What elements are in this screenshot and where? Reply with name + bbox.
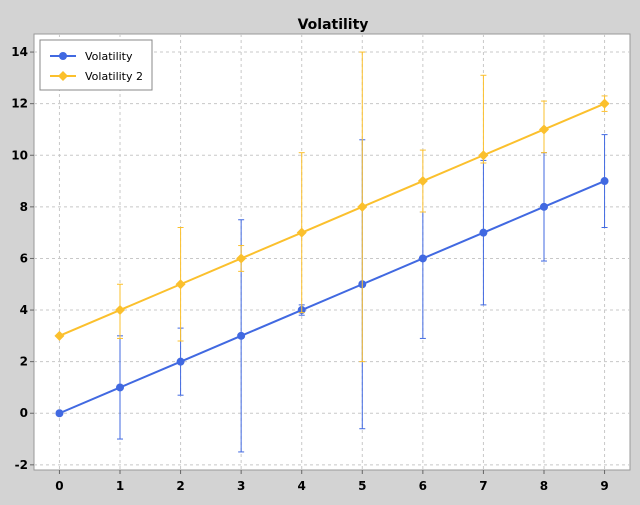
series-volatility-2 <box>54 51 610 363</box>
x-tick-label: 9 <box>600 479 608 493</box>
data-point <box>599 98 610 109</box>
data-point <box>175 279 186 290</box>
series-volatility <box>55 134 609 453</box>
x-tick-label: 6 <box>419 479 427 493</box>
y-tick-label: 0 <box>20 406 28 420</box>
x-tick-label: 5 <box>358 479 366 493</box>
data-point <box>115 305 126 316</box>
x-axis-ticks: 0 1 2 3 4 5 6 7 8 9 <box>55 470 609 493</box>
data-point <box>600 177 609 186</box>
x-tick-label: 3 <box>237 479 245 493</box>
data-point <box>237 331 246 340</box>
series-line-volatility <box>59 180 605 415</box>
x-tick-label: 2 <box>176 479 184 493</box>
y-tick-label: 12 <box>11 97 28 111</box>
data-point <box>418 254 427 263</box>
x-tick-label: 7 <box>479 479 487 493</box>
y-tick-label: 10 <box>11 148 28 162</box>
series-line-volatility-2 <box>59 102 605 337</box>
data-point <box>479 228 488 237</box>
x-tick-label: 8 <box>540 479 548 493</box>
legend-label-volatility-2: Volatility 2 <box>85 70 143 83</box>
data-point <box>54 330 65 341</box>
legend: Volatility Volatility 2 <box>39 39 153 91</box>
y-axis-ticks: -2 0 2 4 6 8 10 12 14 <box>11 45 34 472</box>
data-point <box>236 253 247 264</box>
data-point <box>538 124 549 135</box>
data-point <box>478 150 489 161</box>
legend-label-volatility: Volatility <box>85 50 133 63</box>
data-point <box>116 383 125 392</box>
y-tick-label: 2 <box>20 355 28 369</box>
y-tick-label: 8 <box>20 200 28 214</box>
legend-marker-volatility <box>59 52 67 60</box>
legend-marker-volatility-2 <box>58 71 68 81</box>
y-tick-label: -2 <box>15 458 28 472</box>
series-layer <box>54 51 610 453</box>
y-tick-label: 4 <box>20 303 28 317</box>
data-point <box>176 357 185 366</box>
plot-area <box>33 33 631 471</box>
x-tick-label: 1 <box>116 479 124 493</box>
legend-box <box>39 39 153 91</box>
x-tick-label: 4 <box>298 479 306 493</box>
y-tick-label: 6 <box>20 251 28 265</box>
data-point <box>417 176 428 187</box>
x-tick-label: 0 <box>55 479 63 493</box>
data-point <box>55 409 64 418</box>
data-point <box>296 227 307 238</box>
data-point <box>539 202 548 211</box>
data-point <box>357 201 368 212</box>
chart-title: Volatility <box>298 17 369 33</box>
y-tick-label: 14 <box>11 45 28 59</box>
